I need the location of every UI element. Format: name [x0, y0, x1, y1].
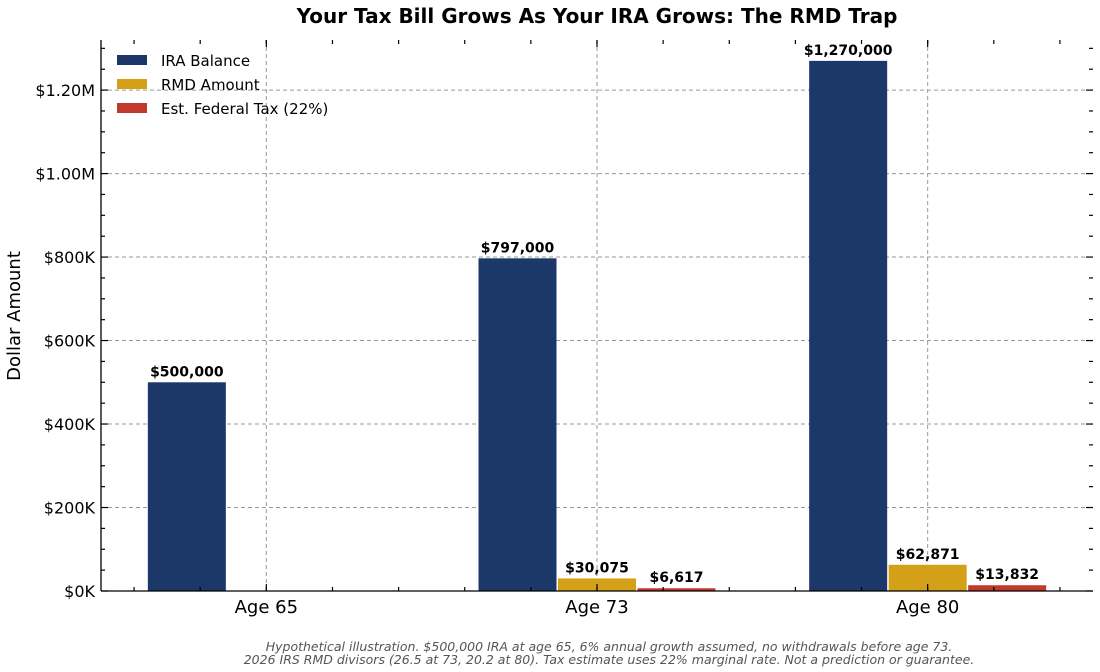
- y-tick-label: $0K: [64, 582, 95, 601]
- footnote-line-2: 2026 IRS RMD divisors (26.5 at 73, 20.2 …: [244, 652, 975, 667]
- legend-swatch: [117, 103, 147, 113]
- footnote-line-1: Hypothetical illustration. $500,000 IRA …: [266, 639, 953, 654]
- bar-value-label: $30,075: [565, 560, 629, 576]
- bar-value-label: $13,832: [975, 567, 1039, 583]
- legend-label: RMD Amount: [161, 76, 260, 94]
- bar: [809, 60, 888, 591]
- x-tick-label: Age 65: [235, 597, 298, 618]
- legend-label: IRA Balance: [161, 52, 250, 70]
- bar-value-label: $797,000: [481, 240, 555, 256]
- y-tick-label: $1.00M: [35, 165, 95, 184]
- axes: $0K $200K $400K $600K $800K $1.00M $1.20M Age 6…: [35, 40, 1093, 618]
- grid-lines: [101, 40, 1093, 591]
- y-axis-label: Dollar Amount: [4, 251, 25, 381]
- bar: [637, 588, 716, 591]
- legend-swatch: [117, 79, 147, 89]
- y-tick-label: $800K: [44, 248, 96, 267]
- bar: [478, 258, 557, 591]
- bar: [147, 382, 226, 591]
- y-tick-label: $200K: [44, 499, 96, 518]
- bar: [968, 585, 1047, 591]
- bar-value-label: $500,000: [150, 364, 224, 380]
- bar-value-label: $6,617: [649, 570, 703, 586]
- legend-label: Est. Federal Tax (22%): [161, 100, 328, 118]
- x-tick-label: Age 80: [896, 597, 959, 618]
- y-tick-label: $400K: [44, 415, 96, 434]
- y-tick-label: $600K: [44, 332, 96, 351]
- chart-title: Your Tax Bill Grows As Your IRA Grows: T…: [296, 4, 898, 28]
- legend-swatch: [117, 55, 147, 65]
- bar-value-label: $1,270,000: [804, 43, 893, 59]
- y-tick-label: $1.20M: [35, 81, 95, 100]
- x-tick-label: Age 73: [565, 597, 628, 618]
- legend: IRA Balance RMD Amount Est. Federal Tax (2…: [117, 52, 328, 118]
- bars: $500,000 $797,000 $1,270,000 $30,075 $62,871…: [147, 43, 1047, 591]
- bar-value-label: $62,871: [896, 547, 960, 563]
